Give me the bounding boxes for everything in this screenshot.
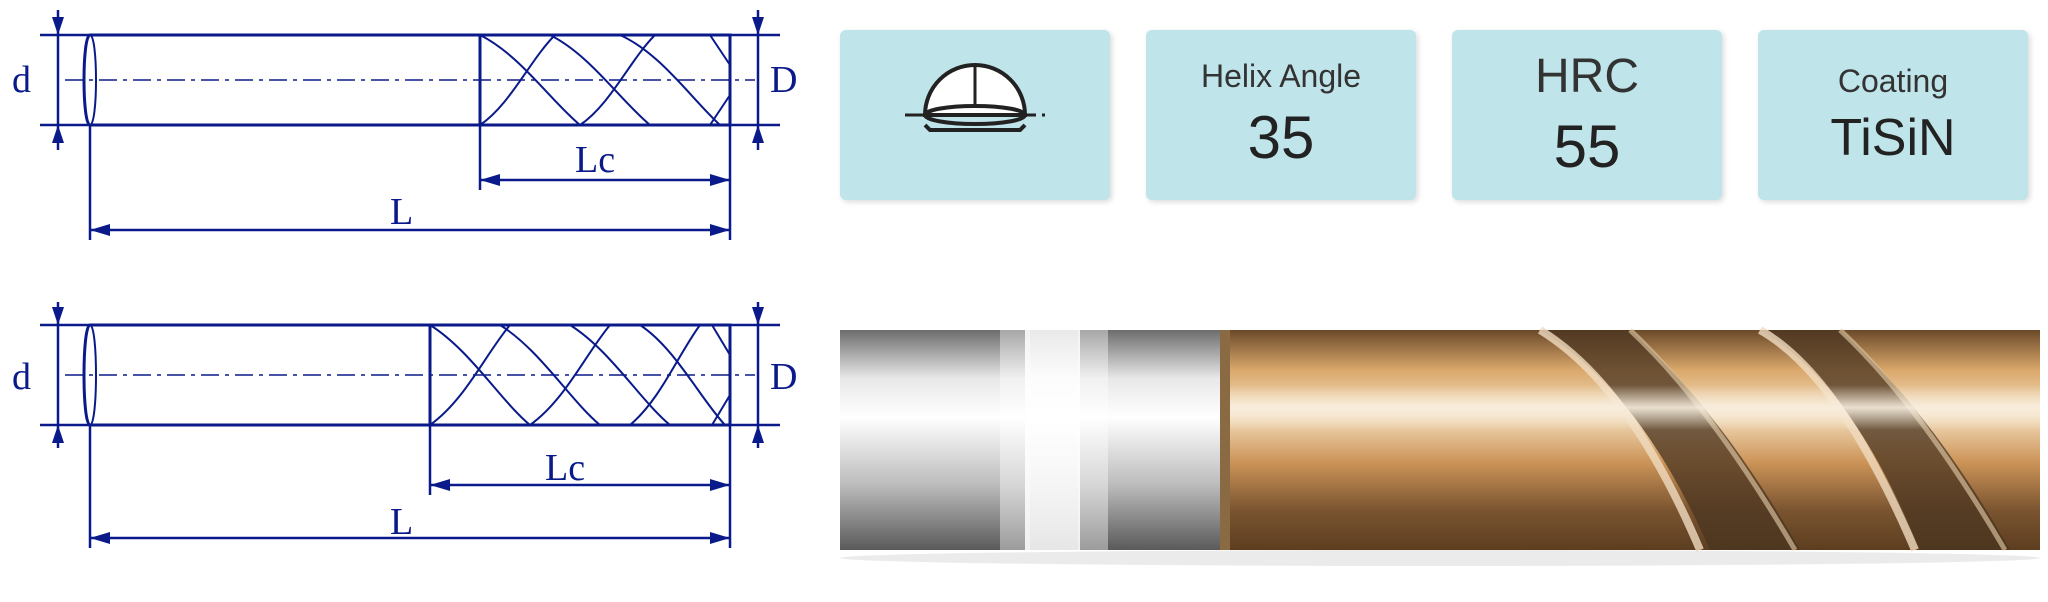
label-Lc-bottom: Lc [545,446,585,490]
card-helix-angle: Helix Angle 35 [1146,30,1416,200]
endmill-photo [840,310,2040,570]
card-hrc-label: HRC [1535,49,1639,104]
label-d-bottom: d [12,355,31,399]
info-panel: Helix Angle 35 HRC 55 Coating TiSiN [810,0,2048,602]
card-coating-label: Coating [1838,63,1948,100]
card-coating: Coating TiSiN [1758,30,2028,200]
card-endview-icon [840,30,1110,200]
technical-drawings: d D Lc L [0,0,810,602]
label-d-top: d [12,58,31,102]
end-view-icon [900,50,1050,180]
label-Lc-top: Lc [575,138,615,182]
card-hrc: HRC 55 [1452,30,1722,200]
info-cards-row: Helix Angle 35 HRC 55 Coating TiSiN [840,30,2028,200]
label-L-bottom: L [390,500,413,544]
card-coating-value: TiSiN [1830,108,1955,168]
card-hrc-value: 55 [1554,112,1621,181]
card-helix-label: Helix Angle [1201,58,1361,95]
card-helix-value: 35 [1248,103,1315,172]
label-D-top: D [770,58,797,102]
label-D-bottom: D [770,355,797,399]
label-L-top: L [390,190,413,234]
